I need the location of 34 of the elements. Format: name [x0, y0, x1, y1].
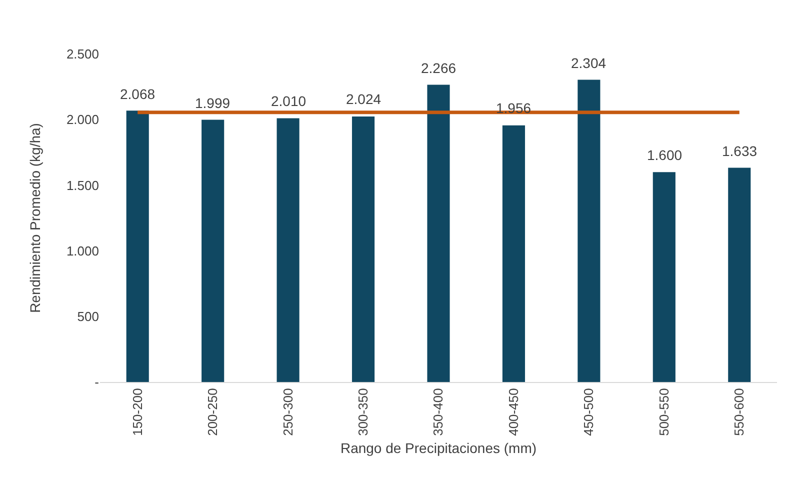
x-tick-label: 250-300 — [280, 388, 296, 436]
x-tick-label: 450-500 — [581, 388, 596, 436]
y-tick-label: 500 — [77, 308, 99, 324]
y-tick-label: 1.000 — [66, 243, 99, 258]
y-axis-title: Rendimiento Promedio (kg/ha) — [27, 123, 44, 313]
data-label: 2.266 — [421, 60, 456, 76]
data-label: 2.024 — [346, 91, 382, 107]
x-tick-label: 150-200 — [130, 388, 145, 436]
bar — [578, 80, 600, 382]
y-tick-label: 2.000 — [66, 112, 99, 128]
bar — [352, 116, 375, 382]
x-tick-label: 200-250 — [205, 388, 220, 436]
y-tick-label: 2.500 — [66, 46, 99, 62]
data-label: 1.600 — [647, 147, 682, 163]
bar — [202, 120, 224, 382]
bar — [126, 110, 149, 382]
x-tick-label: 500-550 — [656, 388, 672, 436]
y-tick-label: 1.500 — [66, 178, 99, 193]
bar — [728, 168, 751, 382]
bar — [502, 125, 526, 382]
data-label: 2.010 — [271, 93, 306, 109]
y-tick-label: - — [94, 374, 99, 390]
x-tick-label: 350-400 — [430, 388, 446, 436]
data-label: 1.999 — [195, 95, 230, 111]
x-axis-title: Rango de Precipitaciones (mm) — [340, 440, 537, 456]
data-label: 1.633 — [722, 143, 758, 159]
bar — [652, 172, 676, 382]
data-label: 2.068 — [120, 86, 156, 102]
x-tick-label: 550-600 — [732, 388, 747, 436]
bar — [427, 84, 450, 382]
data-label: 2.304 — [571, 55, 606, 71]
bar — [276, 118, 300, 382]
x-tick-label: 300-350 — [356, 388, 371, 436]
x-tick-label: 400-450 — [506, 388, 521, 436]
